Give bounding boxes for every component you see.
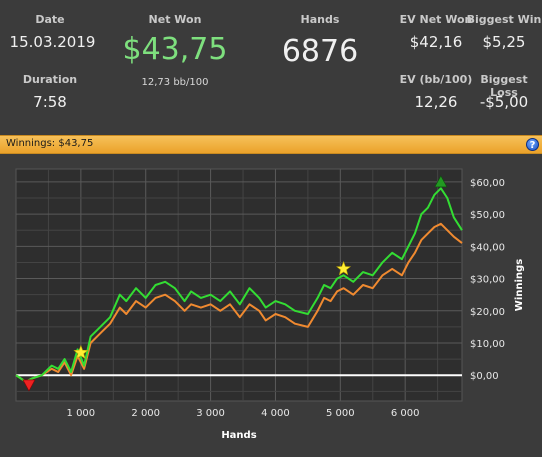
ev-net-won-label: EV Net Won <box>399 13 473 26</box>
y-tick-label: $10,00 <box>470 339 505 350</box>
x-tick-label: 5 000 <box>326 408 355 419</box>
y-tick-label: $50,00 <box>470 210 505 221</box>
x-axis-title: Hands <box>221 430 256 441</box>
hands-value: 6876 <box>281 34 359 69</box>
date-label: Date <box>35 13 65 26</box>
star-marker <box>336 261 352 276</box>
winnings-series-line <box>15 187 463 383</box>
ev-series-line <box>15 222 463 383</box>
plot-background <box>15 168 463 402</box>
y-tick-label: $20,00 <box>470 307 505 318</box>
y-tick-label: $0,00 <box>470 371 499 382</box>
chart-area: 1 000 2 000 3 000 4 000 5 000 6 000 $0,00 $10,0… <box>0 155 542 453</box>
y-axis-title: Winnings <box>514 259 525 311</box>
ev-net-won-value: $42,16 <box>409 33 463 51</box>
duration-label: Duration <box>22 73 78 86</box>
help-icon[interactable]: ? <box>526 138 539 151</box>
stats-panel: Date 15.03.2019 Duration 7:58 Net Won $4… <box>0 0 542 132</box>
net-won-bb100: 12,73 bb/100 <box>141 77 209 88</box>
max-marker <box>434 175 448 188</box>
biggest-loss-label: Biggest Loss <box>480 73 528 99</box>
net-won-value: $43,75 <box>122 32 228 67</box>
x-tick-label: 2 000 <box>131 408 160 419</box>
date-value: 15.03.2019 <box>9 33 96 51</box>
biggest-loss-value: -$5,00 <box>479 93 529 111</box>
duration-value: 7:58 <box>33 93 67 111</box>
winnings-header-bar: Winnings: $43,75 ? <box>0 135 542 154</box>
biggest-win-value: $5,25 <box>482 33 526 51</box>
x-tick-label: 4 000 <box>261 408 290 419</box>
x-tick-label: 1 000 <box>67 408 96 419</box>
winnings-chart: 1 000 2 000 3 000 4 000 5 000 6 000 $0,00 $10,0… <box>15 168 525 441</box>
min-marker <box>22 379 36 392</box>
ev-bb100-value: 12,26 <box>414 93 458 111</box>
ev-bb100-label: EV (bb/100) <box>399 73 473 86</box>
x-tick-label: 3 000 <box>196 408 225 419</box>
hands-label: Hands <box>300 13 340 26</box>
net-won-label: Net Won <box>148 13 202 26</box>
x-tick-label: 6 000 <box>391 408 420 419</box>
y-tick-label: $60,00 <box>470 178 505 189</box>
biggest-win-label: Biggest Win <box>466 13 542 26</box>
y-tick-label: $30,00 <box>470 275 505 286</box>
y-tick-label: $40,00 <box>470 242 505 253</box>
winnings-title: Winnings: $43,75 <box>6 138 94 149</box>
star-marker <box>73 344 89 359</box>
